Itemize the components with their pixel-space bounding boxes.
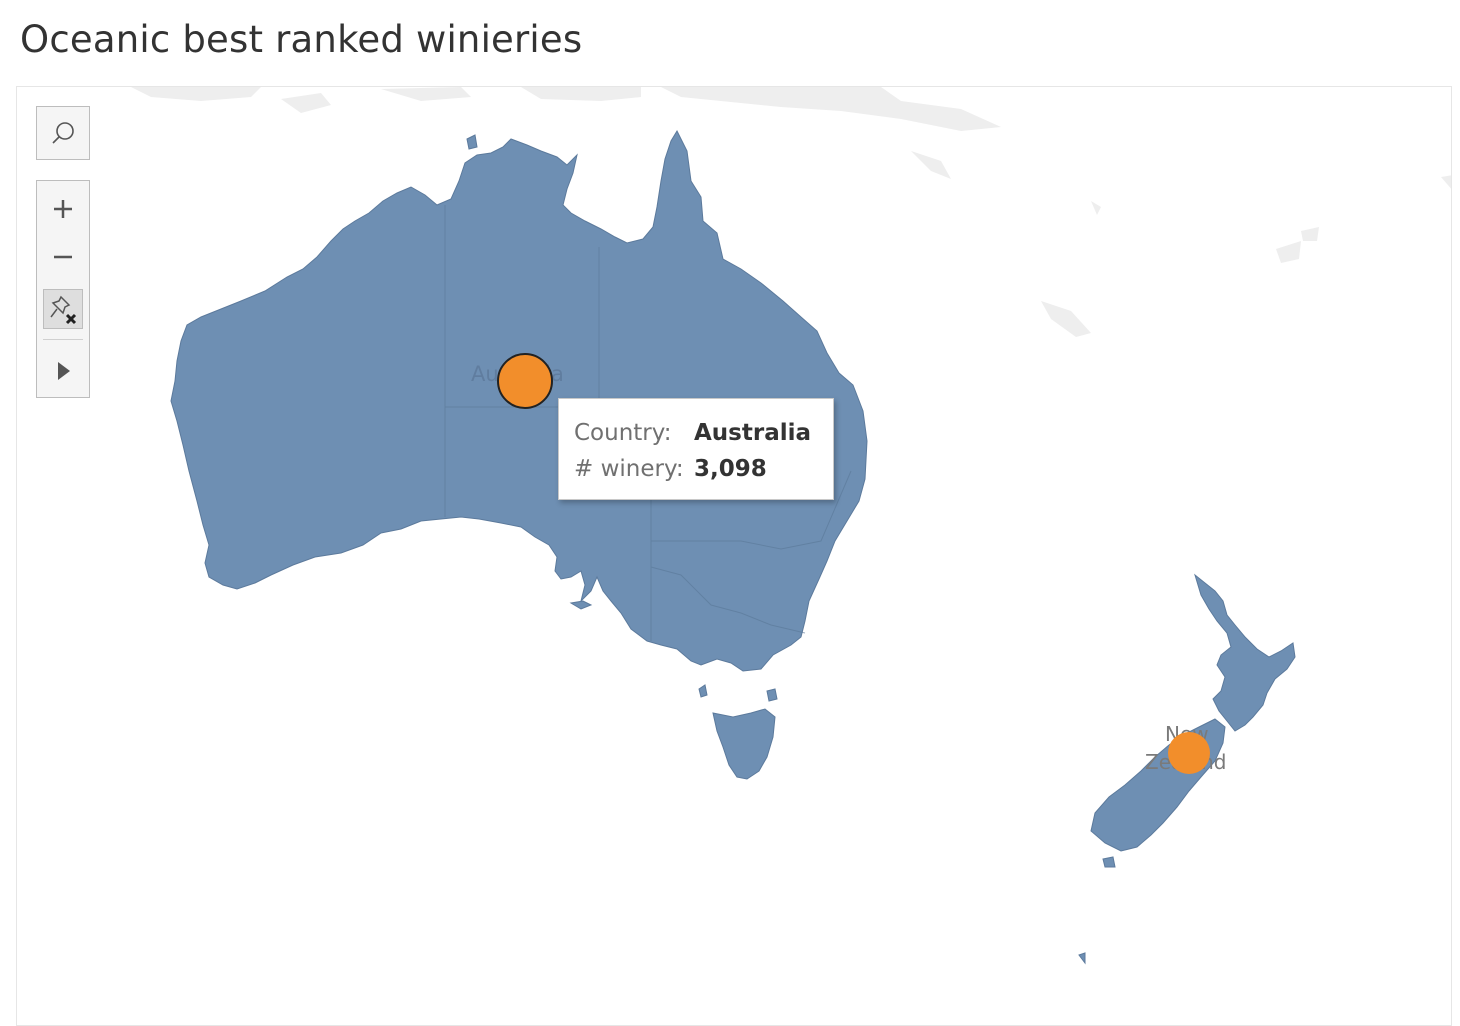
expand-toolbar-button[interactable]: [37, 347, 89, 395]
map-search-button[interactable]: [36, 106, 90, 160]
mark-new-zealand[interactable]: [1168, 732, 1210, 774]
king-island-shape: [698, 684, 708, 698]
tooltip-row-winery: # winery: 3,098: [574, 451, 833, 487]
tooltip-row-country: Country: Australia: [574, 415, 833, 451]
play-icon: [58, 362, 70, 380]
toolbar-separator: [43, 339, 83, 340]
stewart-island-shape: [1102, 856, 1116, 868]
flinders-island-shape: [766, 688, 778, 702]
tooltip-winery-value: 3,098: [694, 456, 767, 482]
page-title: Oceanic best ranked winieries: [20, 18, 583, 61]
zoom-out-button[interactable]: [37, 233, 89, 281]
mark-australia[interactable]: [497, 353, 553, 409]
tooltip-country-value: Australia: [694, 420, 812, 446]
plus-icon: [54, 200, 72, 218]
tooltip-winery-key: # winery:: [574, 456, 684, 482]
melville-island-shape: [466, 134, 478, 150]
nz-north-island-shape[interactable]: [1194, 573, 1296, 732]
tooltip-country-key: Country:: [574, 420, 672, 446]
background-land: [131, 87, 1451, 337]
small-island-shape: [1078, 952, 1086, 965]
kangaroo-island-shape: [569, 600, 593, 610]
tasmania-shape[interactable]: [712, 708, 776, 780]
mark-tooltip: Country: Australia # winery: 3,098: [558, 398, 834, 500]
minus-icon: [54, 255, 72, 259]
zoom-in-button[interactable]: [37, 185, 89, 233]
search-icon: [52, 122, 74, 144]
unpin-map-button[interactable]: [43, 289, 83, 329]
map-canvas[interactable]: Australia New Zealand: [17, 87, 1452, 1026]
map-view[interactable]: Australia New Zealand: [16, 86, 1452, 1026]
unpin-icon: [50, 295, 77, 325]
map-toolbar: [36, 180, 90, 398]
